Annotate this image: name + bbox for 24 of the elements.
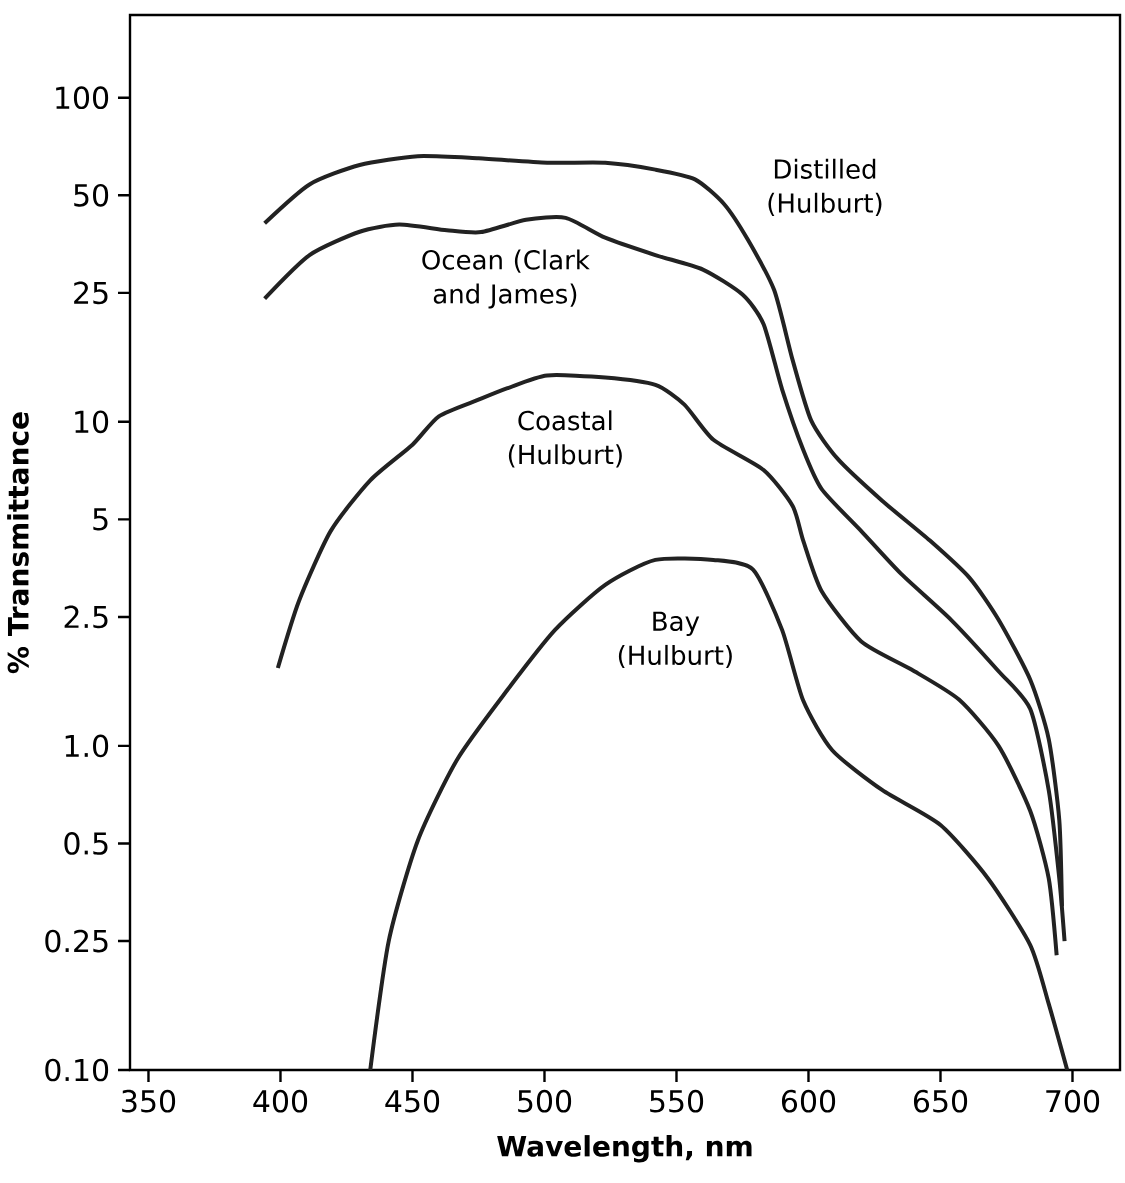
x-tick-label: 450 bbox=[385, 1089, 440, 1113]
x-tick-label: 400 bbox=[253, 1089, 308, 1113]
y-tick-label: 5 bbox=[93, 508, 108, 531]
y-tick-label: 0.25 bbox=[45, 929, 108, 953]
series-label: Coastal (Hulburt) bbox=[508, 410, 622, 468]
y-tick-label: 0.5 bbox=[64, 832, 108, 855]
y-tick-label: 25 bbox=[74, 281, 108, 305]
series-label: Distilled (Hulburt) bbox=[768, 158, 882, 216]
x-tick-label: 700 bbox=[1046, 1089, 1100, 1113]
y-tick-label: 100 bbox=[56, 86, 109, 110]
y-tick-label: 0.10 bbox=[45, 1058, 109, 1082]
x-axis-title: Wavelength, nm bbox=[497, 1135, 752, 1163]
y-tick-label: 50 bbox=[74, 183, 109, 207]
x-tick-label: 500 bbox=[518, 1089, 572, 1113]
x-tick-label: 550 bbox=[650, 1089, 704, 1113]
x-tick-label: 650 bbox=[913, 1089, 968, 1113]
y-axis-title: % Transmittance bbox=[7, 412, 29, 674]
y-tick-label: 10 bbox=[75, 410, 109, 434]
y-tick-label: 2.5 bbox=[64, 605, 108, 629]
series-label: Bay (Hulburt) bbox=[618, 611, 732, 669]
x-tick-label: 600 bbox=[781, 1089, 836, 1113]
x-tick-label: 350 bbox=[122, 1089, 176, 1113]
y-tick-label: 1.0 bbox=[65, 734, 109, 758]
series-label: Ocean (Clark and James) bbox=[422, 249, 590, 309]
